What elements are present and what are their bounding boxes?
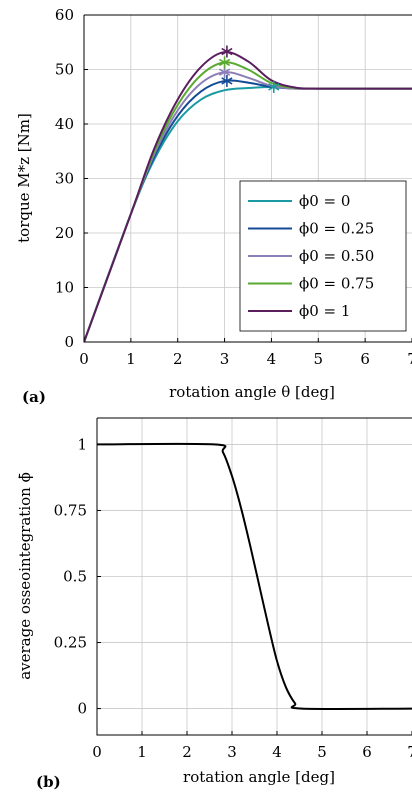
y-tick-label: 0: [64, 333, 74, 351]
peak-marker-1: [221, 74, 233, 87]
y-tick-label: 10: [55, 279, 74, 297]
legend-label-3: ϕ0 = 0.75: [299, 275, 374, 293]
x-tick-label: 3: [220, 350, 230, 368]
x-tick-label: 7: [407, 350, 412, 368]
x-tick-label: 5: [314, 350, 324, 368]
chart-a-panel-label: (a): [22, 388, 46, 406]
x-tick-label: 3: [227, 743, 237, 761]
legend-label-2: ϕ0 = 0.50: [299, 247, 374, 265]
chart-b: 0 1 2 3 4 5 6 7 0 0.25 0.5 0.75 1 rotation angle [de…: [16, 417, 412, 791]
series-line-0: [97, 442, 412, 710]
legend-label-4: ϕ0 = 1: [299, 302, 350, 320]
y-tick-label: 0: [77, 700, 87, 718]
chart-b-panel-label: (b): [36, 773, 61, 791]
x-tick-label: 2: [173, 350, 183, 368]
y-tick-label: 1: [77, 435, 87, 453]
y-tick-label: 0.25: [54, 634, 87, 652]
chart-a: 012345670102030405060 ϕ0 = 0ϕ0 = 0.25ϕ0 …: [15, 6, 412, 406]
chart-b-series: [97, 442, 412, 710]
chart-a-peak-markers: [218, 45, 280, 93]
chart-b-xlabel: rotation angle [deg]: [183, 768, 335, 786]
x-tick-label: 4: [267, 350, 277, 368]
chart-a-xlabel: rotation angle θ [deg]: [169, 383, 335, 401]
y-tick-label: 50: [55, 61, 74, 79]
x-tick-label: 7: [407, 743, 412, 761]
y-tick-label: 40: [55, 115, 74, 133]
x-tick-label: 2: [182, 743, 192, 761]
x-tick-label: 6: [360, 350, 370, 368]
series-line-4: [84, 51, 412, 342]
x-tick-label: 1: [137, 743, 147, 761]
x-tick-label: 4: [272, 743, 282, 761]
chart-b-ylabel: average osseointegration ϕ̄: [16, 472, 34, 680]
chart-b-grid: [97, 418, 412, 735]
chart-a-ticks: 0 1 2 3 4 5 6 7 0 10 20 30 40 50 60: [55, 6, 412, 368]
y-tick-label: 60: [55, 6, 74, 24]
y-tick-label: 0.75: [54, 501, 87, 519]
x-tick-label: 0: [92, 743, 102, 761]
x-tick-label: 1: [126, 350, 136, 368]
y-tick-label: 20: [55, 224, 74, 242]
x-tick-label: 0: [79, 350, 89, 368]
chart-a-legend: ϕ0 = 0 ϕ0 = 0.25 ϕ0 = 0.50 ϕ0 = 0.75 ϕ0 = 1: [239, 180, 407, 332]
x-tick-label: 6: [362, 743, 372, 761]
chart-a-ylabel: torque M*z [Nm]: [15, 113, 33, 243]
y-tick-label: 0.5: [63, 568, 87, 586]
x-tick-label: 5: [317, 743, 327, 761]
legend-label-1: ϕ0 = 0.25: [299, 220, 374, 238]
legend-label-0: ϕ0 = 0: [299, 192, 350, 210]
peak-marker-0: [268, 80, 280, 93]
peak-marker-4: [221, 45, 233, 58]
chart-b-ticks: 0 1 2 3 4 5 6 7 0 0.25 0.5 0.75 1: [54, 435, 412, 761]
y-tick-label: 30: [55, 170, 74, 188]
peak-marker-3: [218, 56, 231, 69]
